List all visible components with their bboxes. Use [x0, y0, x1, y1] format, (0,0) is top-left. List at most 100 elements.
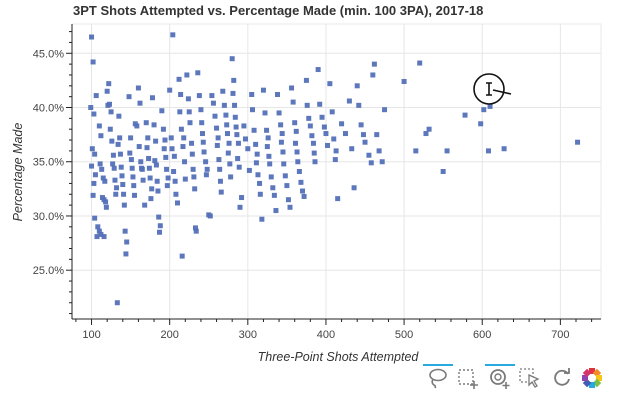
reset-tool[interactable] — [550, 366, 574, 390]
scatter-point — [366, 152, 372, 158]
scatter-point — [266, 153, 272, 159]
scatter-point — [106, 81, 112, 87]
scatter-point — [152, 158, 158, 164]
bokeh-logo[interactable] — [580, 366, 604, 390]
scatter-point — [89, 34, 95, 40]
scatter-point — [201, 149, 207, 155]
box-zoom-icon — [458, 369, 478, 389]
scatter-point — [267, 161, 273, 167]
scatter-point — [426, 126, 432, 132]
scatter-point — [151, 122, 157, 128]
scatter-point — [144, 145, 150, 151]
wheel-zoom-tool[interactable] — [485, 364, 515, 390]
scatter-point — [235, 155, 241, 161]
scatter-point — [186, 109, 192, 115]
scatter-point — [92, 151, 98, 157]
scatter-point — [164, 183, 170, 189]
x-tick-label: 700 — [551, 329, 569, 341]
scatter-point — [346, 98, 352, 104]
plot-area — [71, 23, 602, 320]
chart-toolbar — [420, 362, 628, 398]
scatter-point — [116, 113, 122, 119]
scatter-point — [358, 122, 364, 128]
scatter-point — [371, 61, 377, 67]
scatter-point — [101, 234, 107, 240]
scatter-point — [212, 113, 218, 119]
scatter-point — [279, 131, 285, 137]
y-tick-label: 35.0% — [33, 157, 64, 169]
scatter-point — [112, 177, 118, 183]
y-tick-label: 30.0% — [33, 211, 64, 223]
scatter-point — [157, 229, 163, 235]
scatter-point — [233, 124, 239, 130]
scatter-point — [137, 100, 143, 106]
scatter-point — [349, 146, 355, 152]
scatter-point — [289, 85, 295, 91]
scatter-point — [417, 60, 423, 66]
scatter-point — [171, 153, 177, 159]
scatter-point — [257, 180, 263, 186]
scatter-point — [310, 140, 316, 146]
scatter-point — [239, 195, 245, 201]
scatter-point — [177, 109, 183, 115]
scatter-point — [413, 148, 419, 154]
scatter-point — [280, 149, 286, 155]
scatter-point — [128, 157, 134, 163]
scatter-point — [159, 108, 165, 114]
scatter-point — [260, 87, 266, 93]
scatter-point — [423, 131, 429, 137]
scatter-point — [254, 151, 260, 157]
scatter-point — [225, 150, 231, 156]
scatter-point — [295, 159, 301, 165]
scatter-point — [356, 102, 362, 108]
scatter-point — [370, 72, 376, 78]
scatter-point — [259, 216, 265, 222]
scatter-point — [149, 186, 155, 192]
scatter-point — [103, 204, 109, 210]
scatter-point — [113, 191, 119, 197]
scatter-point — [114, 300, 120, 306]
scatter-point — [207, 213, 213, 219]
scatter-point — [270, 185, 276, 191]
scatter-point — [462, 112, 468, 118]
scatter-point — [232, 102, 238, 108]
scatter-point — [575, 139, 581, 145]
scatter-point — [271, 192, 277, 198]
y-axis-label: Percentage Made — [11, 123, 25, 222]
scatter-point — [170, 32, 176, 38]
scatter-point — [114, 185, 120, 191]
scatter-point — [195, 70, 201, 76]
scatter-point — [478, 121, 484, 127]
scatter-point — [178, 91, 184, 97]
scatter-point — [209, 93, 215, 99]
scatter-point — [178, 126, 184, 132]
scatter-point — [96, 228, 102, 234]
scatter-point — [140, 177, 146, 183]
scatter-point — [199, 120, 205, 126]
scatter-point — [132, 192, 138, 198]
scatter-point — [199, 131, 205, 137]
scatter-point — [130, 174, 136, 180]
scatter-point — [250, 107, 256, 113]
scatter-point — [153, 138, 159, 144]
scatter-point — [304, 102, 310, 108]
scatter-point — [94, 234, 100, 240]
chart-title: 3PT Shots Attempted vs. Percentage Made … — [73, 3, 484, 18]
y-tick-label: 45.0% — [33, 48, 64, 60]
scatter-point — [179, 253, 185, 259]
scatter-point — [117, 135, 123, 141]
box-zoom-tool[interactable] — [456, 366, 480, 390]
tap-select-tool[interactable] — [518, 366, 542, 390]
lasso-select-tool[interactable] — [423, 364, 453, 390]
scatter-point — [110, 152, 116, 158]
y-tick-label: 40.0% — [33, 103, 64, 115]
scatter-point — [229, 56, 235, 62]
x-tick-label: 600 — [473, 329, 491, 341]
scatter-point — [184, 72, 190, 78]
scatter-point — [323, 131, 329, 137]
scatter-point — [223, 112, 229, 118]
x-tick-label: 300 — [239, 329, 257, 341]
scatter-point — [192, 186, 198, 192]
scatter-point — [169, 146, 175, 152]
